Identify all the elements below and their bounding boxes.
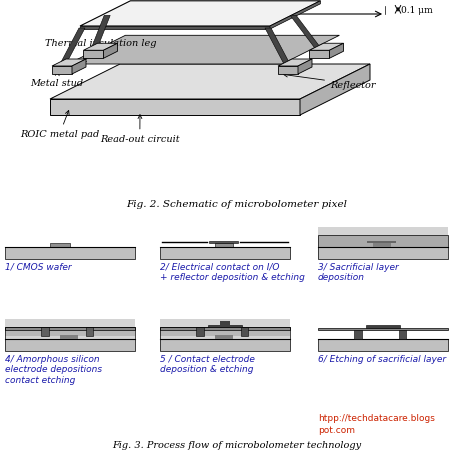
- Bar: [318, 228, 448, 259]
- Text: ROIC metal pad: ROIC metal pad: [20, 111, 99, 139]
- Bar: [367, 241, 396, 243]
- Bar: [318, 235, 448, 248]
- Bar: [5, 248, 135, 259]
- Polygon shape: [83, 51, 103, 59]
- Text: 0.1 μm: 0.1 μm: [401, 6, 433, 15]
- Polygon shape: [83, 44, 118, 51]
- Text: 6/ Etching of sacrificial layer: 6/ Etching of sacrificial layer: [318, 354, 446, 363]
- Polygon shape: [52, 67, 72, 75]
- Bar: [196, 328, 203, 337]
- Bar: [5, 328, 135, 330]
- Text: Reflector: Reflector: [283, 74, 375, 89]
- Polygon shape: [80, 2, 320, 27]
- Text: 4/ Amorphous silicon
electrode depositions
contact etching: 4/ Amorphous silicon electrode depositio…: [5, 354, 102, 384]
- Bar: [355, 330, 362, 339]
- Polygon shape: [91, 16, 110, 51]
- Polygon shape: [270, 2, 320, 30]
- Bar: [5, 319, 135, 351]
- Bar: [160, 319, 290, 351]
- Bar: [5, 339, 135, 351]
- Bar: [208, 325, 242, 328]
- Polygon shape: [329, 44, 344, 59]
- Bar: [160, 328, 290, 337]
- Bar: [215, 335, 233, 339]
- Polygon shape: [50, 65, 370, 100]
- Bar: [220, 322, 230, 328]
- Text: 50 μm: 50 μm: [255, 3, 285, 12]
- Bar: [86, 328, 93, 337]
- Text: Thermal insulation leg: Thermal insulation leg: [45, 38, 156, 64]
- Bar: [209, 241, 238, 243]
- Text: Read-out circuit: Read-out circuit: [100, 116, 180, 144]
- Polygon shape: [59, 29, 85, 67]
- Bar: [160, 328, 290, 339]
- Bar: [160, 339, 290, 351]
- Text: Metal stud: Metal stud: [30, 72, 83, 87]
- Bar: [215, 243, 233, 248]
- Bar: [5, 328, 135, 337]
- Polygon shape: [80, 27, 270, 30]
- Bar: [41, 328, 48, 337]
- Bar: [5, 328, 135, 339]
- Text: pot.com: pot.com: [318, 425, 355, 434]
- Polygon shape: [68, 36, 339, 65]
- Polygon shape: [310, 44, 344, 51]
- Polygon shape: [300, 65, 370, 116]
- Bar: [399, 330, 406, 339]
- Bar: [60, 335, 78, 339]
- Text: 3/ Sacrificial layer
deposition: 3/ Sacrificial layer deposition: [318, 263, 399, 282]
- Polygon shape: [72, 60, 86, 75]
- Bar: [241, 328, 248, 337]
- Bar: [51, 243, 70, 248]
- Polygon shape: [50, 100, 300, 116]
- Bar: [318, 339, 448, 351]
- Polygon shape: [103, 44, 118, 59]
- Polygon shape: [290, 16, 322, 51]
- Polygon shape: [298, 60, 312, 75]
- Bar: [366, 326, 400, 328]
- Bar: [318, 248, 448, 259]
- Polygon shape: [278, 67, 298, 75]
- Polygon shape: [310, 51, 329, 59]
- Bar: [318, 328, 448, 330]
- Text: Fig. 2. Schematic of microbolometer pixel: Fig. 2. Schematic of microbolometer pixe…: [127, 200, 347, 209]
- Bar: [160, 248, 290, 259]
- Text: 2/ Electrical contact on I/O
+ reflector deposition & etching: 2/ Electrical contact on I/O + reflector…: [160, 263, 305, 282]
- Bar: [373, 243, 391, 248]
- Polygon shape: [278, 60, 312, 67]
- Text: htpp://techdatacare.blogs: htpp://techdatacare.blogs: [318, 413, 435, 422]
- Polygon shape: [52, 60, 86, 67]
- Text: Fig. 3. Process flow of microbolometer technology: Fig. 3. Process flow of microbolometer t…: [112, 440, 362, 450]
- Text: 1/ CMOS wafer: 1/ CMOS wafer: [5, 263, 72, 271]
- Bar: [160, 328, 290, 330]
- Polygon shape: [265, 29, 291, 67]
- Text: 5 / Contact electrode
deposition & etching: 5 / Contact electrode deposition & etchi…: [160, 354, 255, 374]
